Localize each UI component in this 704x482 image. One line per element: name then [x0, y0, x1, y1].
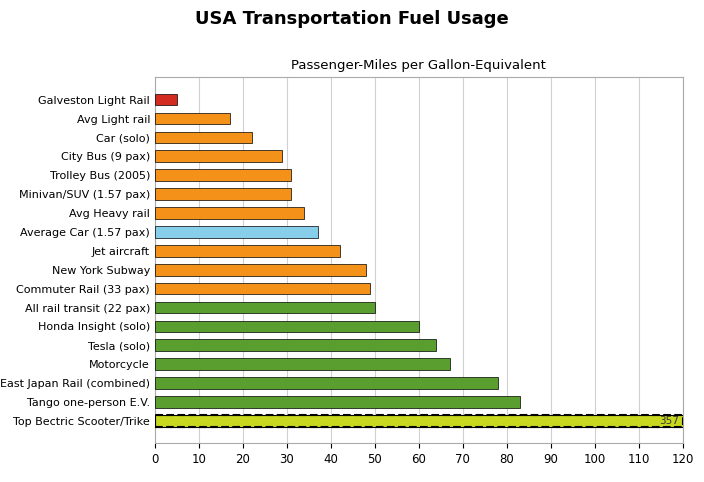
Bar [155, 339, 436, 351]
Bar [155, 150, 282, 162]
Bar [155, 169, 291, 181]
Bar [155, 377, 498, 389]
Bar [155, 302, 375, 313]
Bar [155, 132, 252, 143]
Bar [155, 226, 318, 238]
Bar [155, 415, 683, 427]
Bar [155, 94, 177, 106]
Bar [155, 415, 683, 427]
Bar [155, 207, 305, 219]
Text: 357: 357 [660, 416, 679, 426]
Bar [155, 113, 230, 124]
Bar [155, 396, 520, 408]
Text: USA Transportation Fuel Usage: USA Transportation Fuel Usage [195, 10, 509, 27]
Title: Passenger-Miles per Gallon-Equivalent: Passenger-Miles per Gallon-Equivalent [291, 59, 546, 72]
Bar [155, 264, 366, 276]
Bar [155, 321, 419, 332]
Bar [155, 283, 370, 295]
Bar [155, 188, 291, 200]
Bar [155, 359, 450, 370]
Bar [155, 245, 340, 257]
